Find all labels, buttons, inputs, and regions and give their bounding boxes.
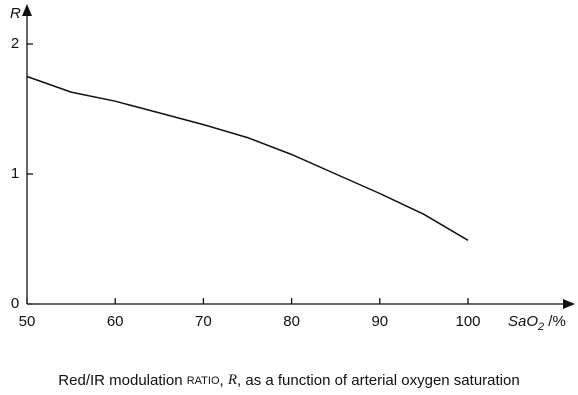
x-tick-label: 100 (455, 313, 480, 330)
x-axis-label: SaO2 /% (508, 313, 566, 333)
caption-part: R (227, 372, 237, 388)
x-label-text: SaO (508, 313, 538, 330)
y-tick-label: 0 (11, 295, 19, 312)
caption-part: , as a function of arterial oxygen satur… (237, 372, 520, 389)
x-tick-label: 70 (195, 313, 212, 330)
data-line (26, 75, 469, 241)
x-tick-label: 90 (371, 313, 388, 330)
y-tick-label: 1 (11, 165, 19, 182)
caption-part: RATIO (187, 375, 220, 387)
x-tick-label: 80 (283, 313, 300, 330)
caption-part: Red/IR modulation (58, 372, 186, 389)
caption: Red/IR modulation RATIO, R, as a functio… (58, 372, 519, 389)
x-tick-label: 50 (19, 313, 36, 330)
x-axis-arrow (563, 299, 575, 309)
y-axis-label: R (10, 5, 21, 22)
y-axis-arrow (22, 4, 32, 16)
x-label-subscript: 2 (537, 321, 544, 333)
x-tick-label: 60 (107, 313, 124, 330)
caption-part: , (220, 372, 228, 389)
x-label-unit: /% (544, 313, 566, 330)
y-tick-label: 2 (11, 35, 19, 52)
